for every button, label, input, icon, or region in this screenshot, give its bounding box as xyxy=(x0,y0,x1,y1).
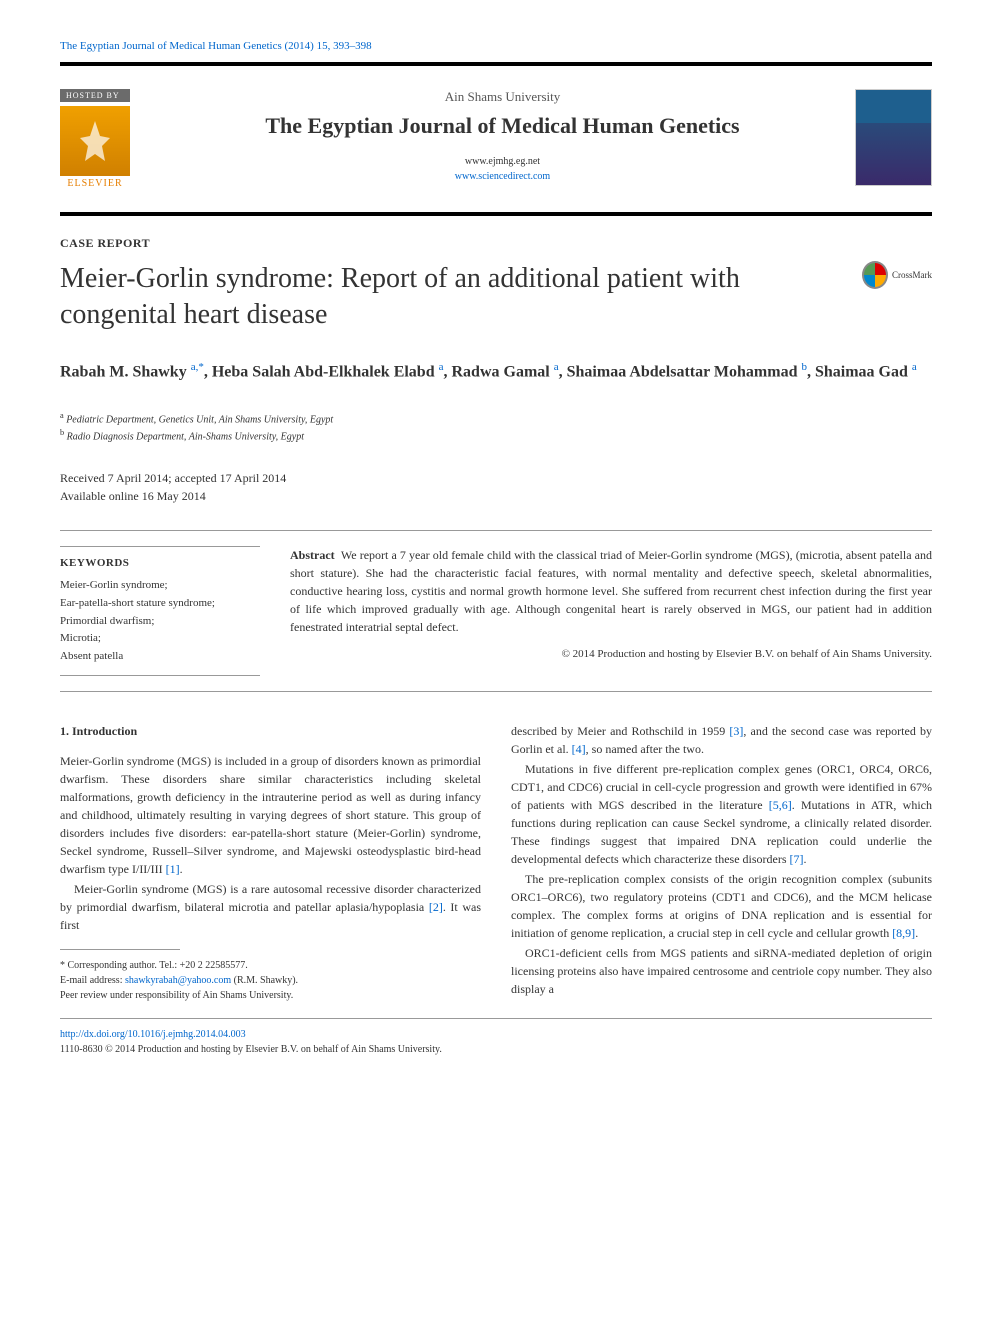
hosted-by-badge: HOSTED BY xyxy=(60,89,130,102)
journal-links: www.ejmhg.eg.net www.sciencedirect.com xyxy=(150,154,855,184)
paragraph: ORC1-deficient cells from MGS patients a… xyxy=(511,944,932,998)
reference-link[interactable]: [5,6] xyxy=(769,798,792,812)
university-name: Ain Shams University xyxy=(150,89,855,105)
crossmark-icon xyxy=(862,261,888,289)
abstract-copyright: © 2014 Production and hosting by Elsevie… xyxy=(290,646,932,663)
journal-url-2[interactable]: www.sciencedirect.com xyxy=(150,169,855,184)
crossmark-label: CrossMark xyxy=(892,270,932,280)
affiliation-marker: a xyxy=(912,361,917,373)
page-footer: http://dx.doi.org/10.1016/j.ejmhg.2014.0… xyxy=(60,1018,932,1057)
keywords-header: KEYWORDS xyxy=(60,546,260,569)
affiliation-marker: b xyxy=(801,361,807,373)
author: Heba Salah Abd-Elkhalek Elabd xyxy=(212,363,435,380)
issn-copyright: 1110-8630 © 2014 Production and hosting … xyxy=(60,1042,932,1057)
abstract-body: We report a 7 year old female child with… xyxy=(290,548,932,634)
corresponding-marker: ,* xyxy=(196,361,204,373)
available-online-date: Available online 16 May 2014 xyxy=(60,487,932,505)
received-accepted-date: Received 7 April 2014; accepted 17 April… xyxy=(60,469,932,487)
publisher-name: ELSEVIER xyxy=(60,178,130,189)
paragraph: described by Meier and Rothschild in 195… xyxy=(511,722,932,758)
divider-line xyxy=(60,691,932,692)
body-text: 1. Introduction Meier-Gorlin syndrome (M… xyxy=(60,722,932,1003)
authors-list: Rabah M. Shawky a,*, Heba Salah Abd-Elkh… xyxy=(60,359,932,385)
abstract-text: Abstract We report a 7 year old female c… xyxy=(290,546,932,676)
affiliation-marker: a xyxy=(554,361,559,373)
paragraph: Mutations in five different pre-replicat… xyxy=(511,760,932,868)
email-link[interactable]: shawkyrabah@yahoo.com xyxy=(125,975,231,986)
crossmark-badge[interactable]: CrossMark xyxy=(862,261,932,289)
corresponding-author-note: * Corresponding author. Tel.: +20 2 2258… xyxy=(60,958,481,973)
page: The Egyptian Journal of Medical Human Ge… xyxy=(0,0,992,1097)
reference-link[interactable]: [2] xyxy=(429,900,443,914)
citation-header: The Egyptian Journal of Medical Human Ge… xyxy=(60,40,932,52)
doi-link[interactable]: http://dx.doi.org/10.1016/j.ejmhg.2014.0… xyxy=(60,1027,932,1042)
reference-link[interactable]: [1] xyxy=(166,862,180,876)
footnote-separator xyxy=(60,949,180,950)
keywords-box: KEYWORDS Meier-Gorlin syndrome; Ear-pate… xyxy=(60,546,260,676)
journal-title: The Egyptian Journal of Medical Human Ge… xyxy=(150,113,855,139)
paragraph: Meier-Gorlin syndrome (MGS) is included … xyxy=(60,752,481,878)
reference-link[interactable]: [3] xyxy=(729,724,743,738)
author: Radwa Gamal xyxy=(452,363,550,380)
article-title: Meier-Gorlin syndrome: Report of an addi… xyxy=(60,261,842,334)
affiliation-b: Radio Diagnosis Department, Ain-Shams Un… xyxy=(67,431,304,442)
affiliation-marker: a xyxy=(439,361,444,373)
author: Shaimaa Abdelsattar Mohammad xyxy=(567,363,798,380)
reference-link[interactable]: [4] xyxy=(572,742,586,756)
affiliations: a Pediatric Department, Genetics Unit, A… xyxy=(60,410,932,445)
abstract-label: Abstract xyxy=(290,548,335,562)
article-dates: Received 7 April 2014; accepted 17 April… xyxy=(60,469,932,505)
journal-url-1[interactable]: www.ejmhg.eg.net xyxy=(150,154,855,169)
reference-link[interactable]: [7] xyxy=(790,852,804,866)
divider-bar-top xyxy=(60,62,932,66)
abstract-block: KEYWORDS Meier-Gorlin syndrome; Ear-pate… xyxy=(60,531,932,691)
elsevier-tree-icon xyxy=(60,106,130,176)
keywords-list: Meier-Gorlin syndrome; Ear-patella-short… xyxy=(60,577,260,676)
column-left: 1. Introduction Meier-Gorlin syndrome (M… xyxy=(60,722,481,1003)
affiliation-a: Pediatric Department, Genetics Unit, Ain… xyxy=(66,414,333,425)
article-type: CASE REPORT xyxy=(60,236,932,251)
author: Rabah M. Shawky xyxy=(60,363,187,380)
section-heading: 1. Introduction xyxy=(60,722,481,740)
title-row: Meier-Gorlin syndrome: Report of an addi… xyxy=(60,261,932,359)
divider-bar-bottom xyxy=(60,212,932,216)
footnotes: * Corresponding author. Tel.: +20 2 2258… xyxy=(60,958,481,1003)
author: Shaimaa Gad xyxy=(815,363,908,380)
publisher-logo-block: HOSTED BY ELSEVIER xyxy=(60,89,130,189)
paragraph: The pre-replication complex consists of … xyxy=(511,870,932,942)
email-line: E-mail address: shawkyrabah@yahoo.com (R… xyxy=(60,973,481,988)
peer-review-note: Peer review under responsibility of Ain … xyxy=(60,988,481,1003)
journal-header: HOSTED BY ELSEVIER Ain Shams University … xyxy=(60,74,932,204)
paragraph: Meier-Gorlin syndrome (MGS) is a rare au… xyxy=(60,880,481,934)
column-right: described by Meier and Rothschild in 195… xyxy=(511,722,932,1003)
journal-cover-thumbnail xyxy=(855,89,932,186)
journal-info: Ain Shams University The Egyptian Journa… xyxy=(150,89,855,184)
reference-link[interactable]: [8,9] xyxy=(892,926,915,940)
